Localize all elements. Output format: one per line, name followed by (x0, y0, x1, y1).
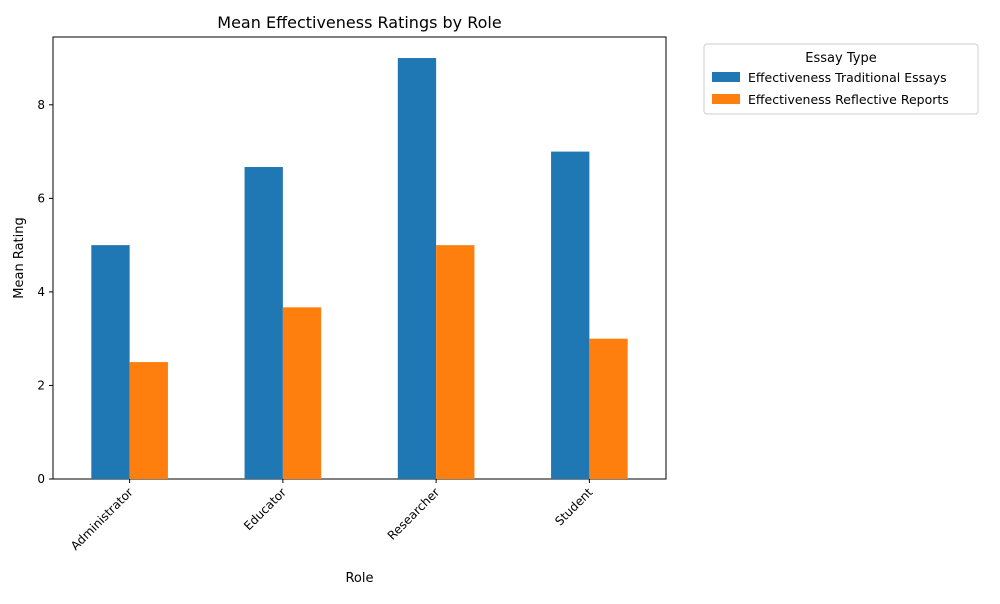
legend-box (703, 43, 979, 115)
bars-layer (91, 58, 628, 480)
y-tick-label: 8 (37, 98, 45, 112)
bar-administrator-series-1 (91, 245, 130, 479)
x-tick-label: Student (552, 485, 596, 529)
bar-researcher-series-2 (436, 245, 475, 479)
bar-student-series-1 (551, 151, 590, 479)
x-tick-label: Educator (241, 485, 289, 533)
y-tick-label: 4 (37, 285, 45, 299)
y-axis-label: Mean Rating (12, 217, 27, 298)
legend-title: Essay Type (805, 51, 876, 66)
bar-researcher-series-1 (397, 58, 437, 480)
bar-educator-series-2 (282, 307, 322, 479)
legend-label: Effectiveness Reflective Reports (748, 92, 949, 107)
y-tick-label: 6 (37, 191, 45, 205)
x-tick-label: Researcher (385, 485, 443, 543)
x-axis-ticks: Administrator Educator Researcher Student (68, 479, 596, 553)
y-tick-label: 0 (37, 472, 45, 486)
x-tick-label: Administrator (68, 485, 136, 553)
bar-educator-series-1 (244, 167, 283, 479)
y-axis-ticks: 0 2 4 6 8 (37, 98, 53, 486)
chart-title: Mean Effectiveness Ratings by Role (217, 13, 501, 32)
bar-administrator-series-2 (129, 362, 168, 479)
legend-label: Effectiveness Traditional Essays (748, 70, 947, 85)
x-axis-label: Role (345, 571, 373, 586)
bar-student-series-2 (589, 338, 628, 479)
y-tick-label: 2 (37, 378, 45, 392)
legend: Essay Type Effectiveness Traditional Ess… (703, 43, 979, 115)
legend-swatch (712, 72, 740, 82)
legend-entries: Effectiveness Traditional Essays Effectiv… (712, 70, 949, 107)
legend-swatch (712, 94, 740, 104)
